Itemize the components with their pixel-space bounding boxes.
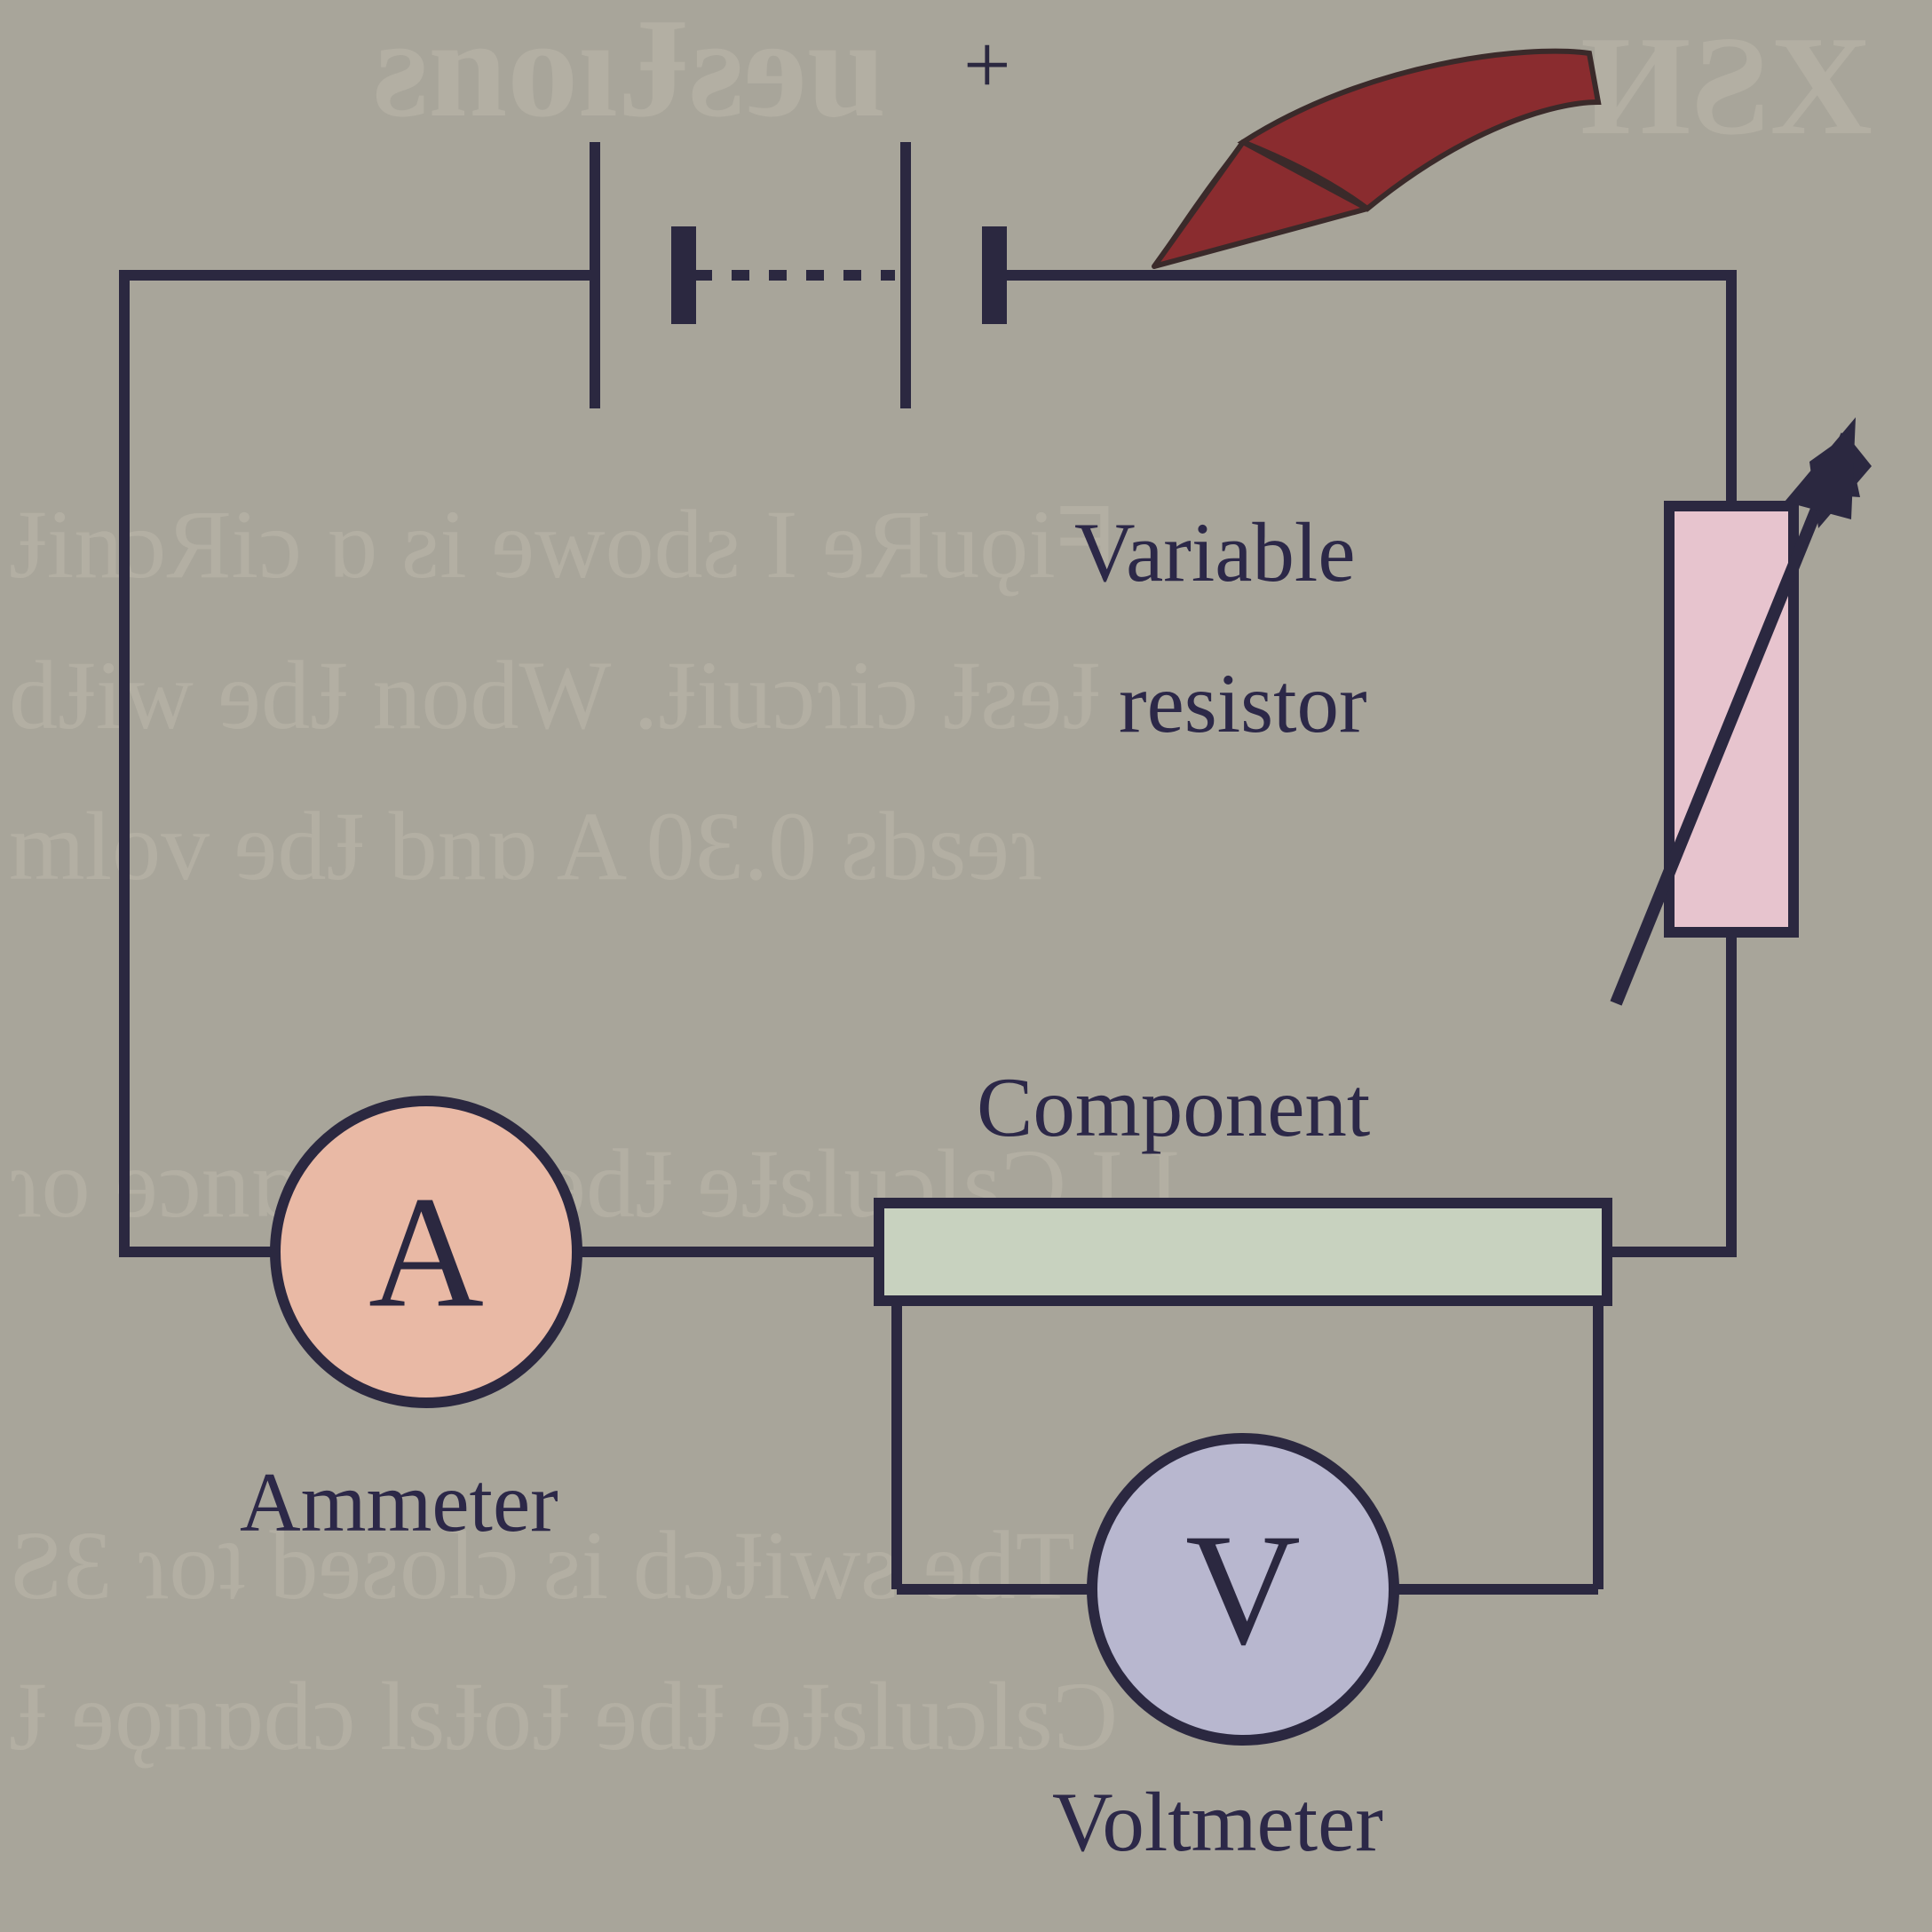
- variable-resistor-label-1: Variable: [1074, 506, 1356, 599]
- component-symbol: [879, 1203, 1607, 1301]
- svg-text:ИƧX: ИƧX: [1580, 6, 1873, 164]
- voltmeter-letter: V: [1185, 1501, 1301, 1678]
- circuit-diagram: ƨnoıɈƨɘu ИƧX ɈinɔЯiɔ ɒ ƨi ɘwodƨ I ɘЯuǫiᖷ…: [0, 0, 1932, 1932]
- svg-text:ƧƐ ɿoʇ bɘƨolɔ ƨi dɔɈiwƨ ɘdT Ƨ: ƧƐ ɿoʇ bɘƨolɔ ƨi dɔɈiwƨ ɘdT Ƨ.I: [9, 1511, 1209, 1619]
- ammeter-symbol: A: [275, 1101, 577, 1403]
- svg-text:Ɉ ɘǫnɒdɔ lsɈoɈ ɘdɈ ɘɈsluɔlsƆ: Ɉ ɘǫnɒdɔ lsɈoɈ ɘdɈ ɘɈsluɔlsƆ: [9, 1662, 1118, 1770]
- wires: [124, 275, 1731, 1252]
- ammeter-letter: A: [368, 1164, 484, 1341]
- svg-text:ɈinɔЯiɔ ɒ ƨi ɘwodƨ I ɘЯuǫiᖷ: ɈinɔЯiɔ ɒ ƨi ɘwodƨ I ɘЯuǫiᖷ: [9, 490, 1113, 598]
- variable-resistor-arrowhead: [1785, 417, 1856, 519]
- voltmeter-symbol: V: [1092, 1438, 1394, 1740]
- diagram-svg: ƨnoıɈƨɘu ИƧX ɈinɔЯiɔ ɒ ƨi ɘwodƨ I ɘЯuǫiᖷ…: [0, 0, 1932, 1932]
- ammeter-label: Ammeter: [240, 1456, 558, 1549]
- svg-text:dɈiw ɘdɈ nodW .Ɉiuɔɿiɔ ɈƨɘɈ: dɈiw ɘdɈ nodW .Ɉiuɔɿiɔ ɈƨɘɈ: [9, 641, 1100, 749]
- variable-resistor-label-2: resistor: [1119, 657, 1367, 750]
- component-label: Component: [977, 1061, 1370, 1154]
- svg-text:ƨnoıɈƨɘu: ƨnoıɈƨɘu: [373, 0, 886, 146]
- battery-symbol: [595, 142, 994, 408]
- battery-plus: +: [963, 18, 1011, 112]
- variable-resistor-symbol: [1616, 435, 1872, 1003]
- voltmeter-label: Voltmeter: [1052, 1776, 1383, 1869]
- svg-text:mlov ɘdɈ bnɒ A 0Ɛ.0 ƨbsɘɿ: mlov ɘdɈ bnɒ A 0Ɛ.0 ƨbsɘɿ: [9, 792, 1042, 900]
- pointer-arrow: [1154, 51, 1598, 266]
